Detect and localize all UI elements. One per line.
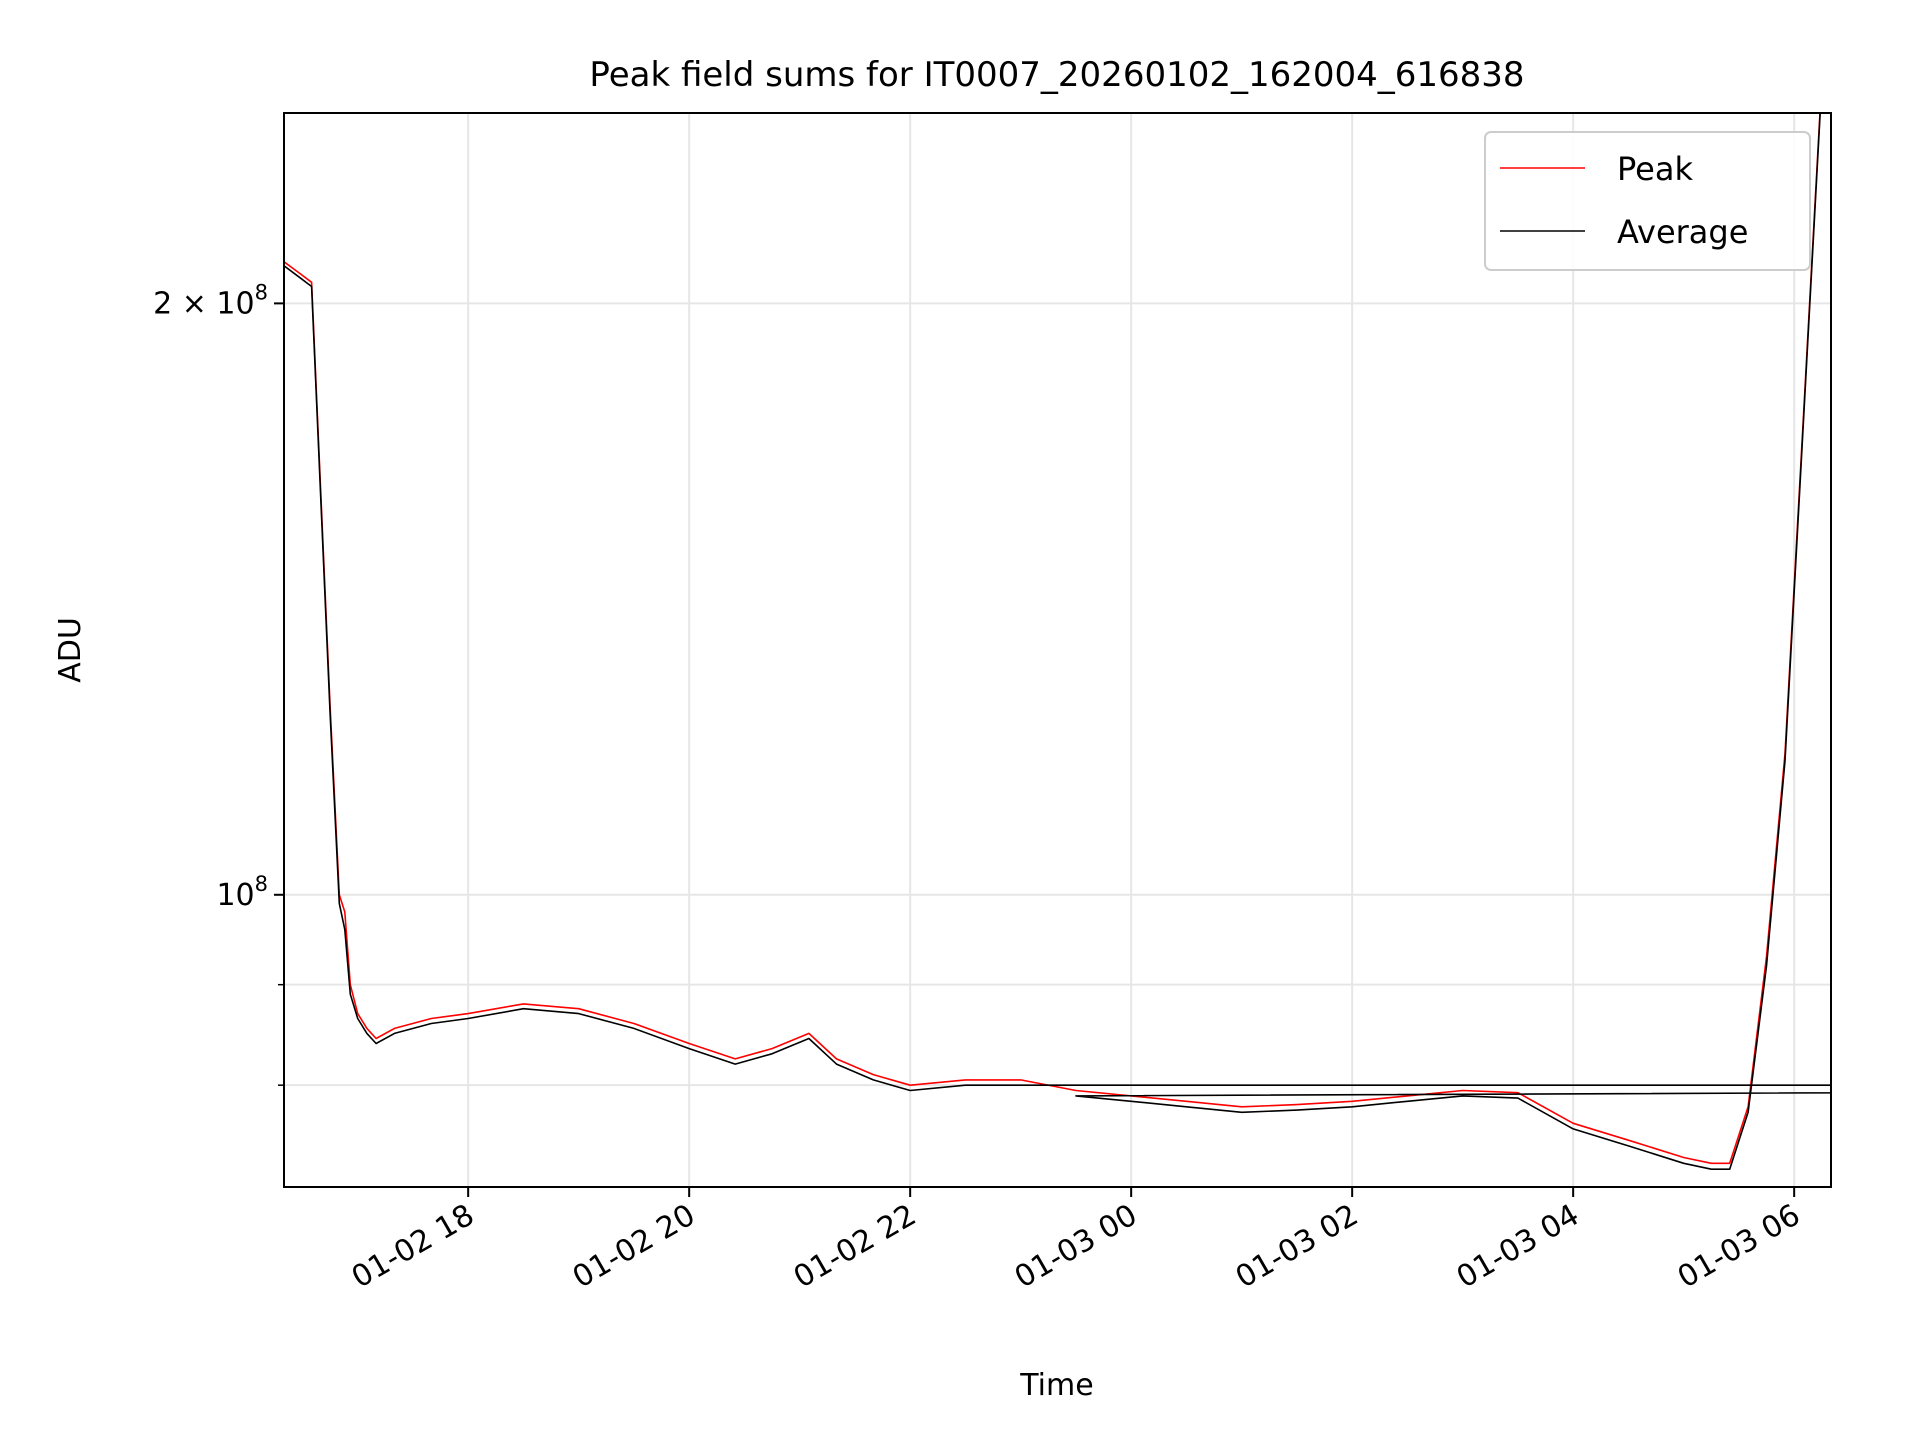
chart-title: Peak field sums for IT0007_20260102_1620… (589, 55, 1524, 95)
series-line-average (284, 113, 1831, 1170)
series-line-peak (284, 113, 1821, 1165)
legend-label-average: Average (1617, 213, 1748, 251)
legend: Peak Average (1484, 131, 1811, 271)
legend-box (1484, 131, 1811, 271)
x-axis-label: Time (1019, 1368, 1093, 1403)
series-layer (284, 113, 1831, 1170)
y-tick-exponent: 8 (255, 280, 268, 304)
legend-label-peak: Peak (1617, 150, 1693, 188)
y-tick-exponent: 8 (255, 872, 268, 896)
y-tick-label: 2 × 108 (153, 280, 268, 321)
y-axis-label: ADU (53, 617, 88, 683)
plot-frame (283, 112, 1832, 1188)
